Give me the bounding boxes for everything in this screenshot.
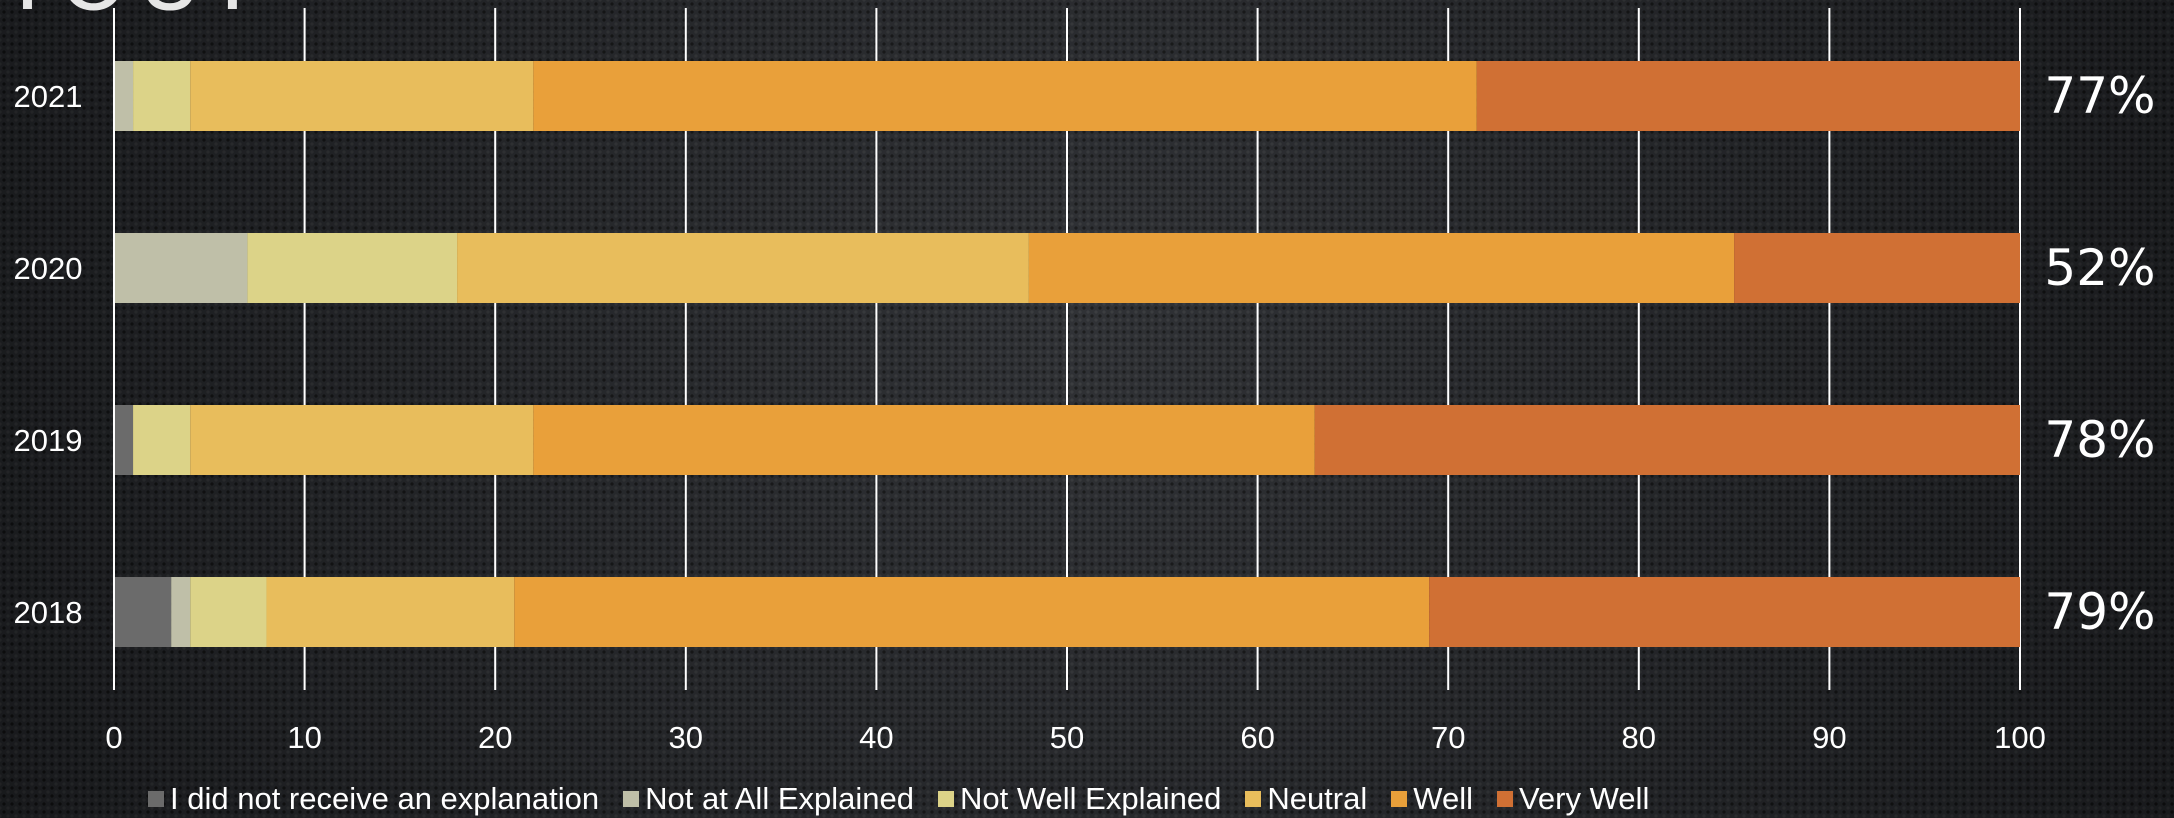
- x-tick-label: 50: [1050, 720, 1084, 755]
- x-tick-label: 80: [1622, 720, 1656, 755]
- bar-2021-seg-4: [533, 61, 1477, 131]
- legend-label: Not at All Explained: [645, 781, 914, 816]
- bar-total-label-2020: 52%: [2044, 239, 2155, 297]
- bar-2021-seg-3: [190, 61, 534, 131]
- x-tick-label: 0: [105, 720, 122, 755]
- bar-2018-seg-0: [114, 577, 172, 647]
- bar-2021-seg-2: [133, 61, 191, 131]
- stacked-bar-chart: 0 10 20 30 40 50 60 70 80 90 100 2021 77% 2020 52% 2019…: [14, 8, 2156, 755]
- legend-swatch: [1245, 791, 1262, 807]
- x-tick-label: 40: [859, 720, 893, 755]
- bar-total-label-2019: 78%: [2044, 411, 2155, 469]
- x-tick-label: 10: [287, 720, 321, 755]
- legend-label: Very Well: [1518, 781, 1650, 816]
- x-tick-label: 20: [478, 720, 512, 755]
- legend-label: Well: [1413, 781, 1473, 816]
- page-title: YOU?: [0, 0, 267, 31]
- bar-2020-seg-3: [457, 233, 1029, 303]
- bar-2019-seg-3: [190, 405, 534, 475]
- x-tick-label: 30: [669, 720, 703, 755]
- legend-entry: Well: [1391, 781, 1473, 817]
- legend-label: Neutral: [1267, 781, 1368, 816]
- legend-label: Not Well Explained: [959, 781, 1222, 816]
- legend-swatch: [148, 791, 164, 807]
- bar-2020-seg-5: [1734, 233, 2020, 303]
- legend-swatch: [623, 791, 640, 807]
- bar-total-label-2021: 77%: [2044, 67, 2155, 125]
- bar-2021-seg-1: [114, 61, 134, 131]
- bars: [114, 61, 2020, 647]
- legend-entry: Neutral: [1245, 781, 1367, 817]
- x-tick-label: 90: [1812, 720, 1846, 755]
- legend-entry: Very Well: [1496, 781, 1650, 817]
- bar-2020-seg-4: [1028, 233, 1735, 303]
- labels: 0 10 20 30 40 50 60 70 80 90 100 2021 77% 2020 52% 2019…: [14, 67, 2156, 755]
- bar-2018-seg-1: [171, 577, 191, 647]
- legend-entry: Not at All Explained: [623, 781, 914, 817]
- category-label-2018: 2018: [14, 595, 83, 630]
- category-label-2020: 2020: [14, 251, 83, 286]
- legend-swatch: [1496, 791, 1513, 807]
- chart-legend: I did not receive an explanation Not at A…: [148, 780, 1649, 818]
- bar-2018-seg-2: [190, 577, 267, 647]
- legend-swatch: [937, 791, 954, 807]
- x-tick-label: 70: [1431, 720, 1465, 755]
- bar-2019-seg-4: [533, 405, 1315, 475]
- legend-label: I did not receive an explanation: [170, 781, 600, 816]
- legend-swatch: [1391, 791, 1408, 807]
- bar-total-label-2018: 79%: [2044, 583, 2155, 641]
- category-label-2021: 2021: [14, 79, 83, 114]
- bar-2019-seg-0: [114, 405, 134, 475]
- legend-entry: I did not receive an explanation: [148, 781, 599, 817]
- bar-2020-seg-2: [247, 233, 458, 303]
- bar-2021-seg-5: [1476, 61, 2020, 131]
- bar-2019-seg-5: [1314, 405, 2020, 475]
- bar-2018-seg-5: [1429, 577, 2020, 647]
- x-tick-label: 60: [1240, 720, 1274, 755]
- x-tick-label: 100: [1994, 720, 2046, 755]
- bar-2018-seg-4: [514, 577, 1430, 647]
- legend-entry: Not Well Explained: [937, 781, 1222, 817]
- bar-2019-seg-2: [133, 405, 191, 475]
- category-label-2019: 2019: [14, 423, 83, 458]
- bar-2020-seg-1: [114, 233, 248, 303]
- bar-2018-seg-3: [266, 577, 515, 647]
